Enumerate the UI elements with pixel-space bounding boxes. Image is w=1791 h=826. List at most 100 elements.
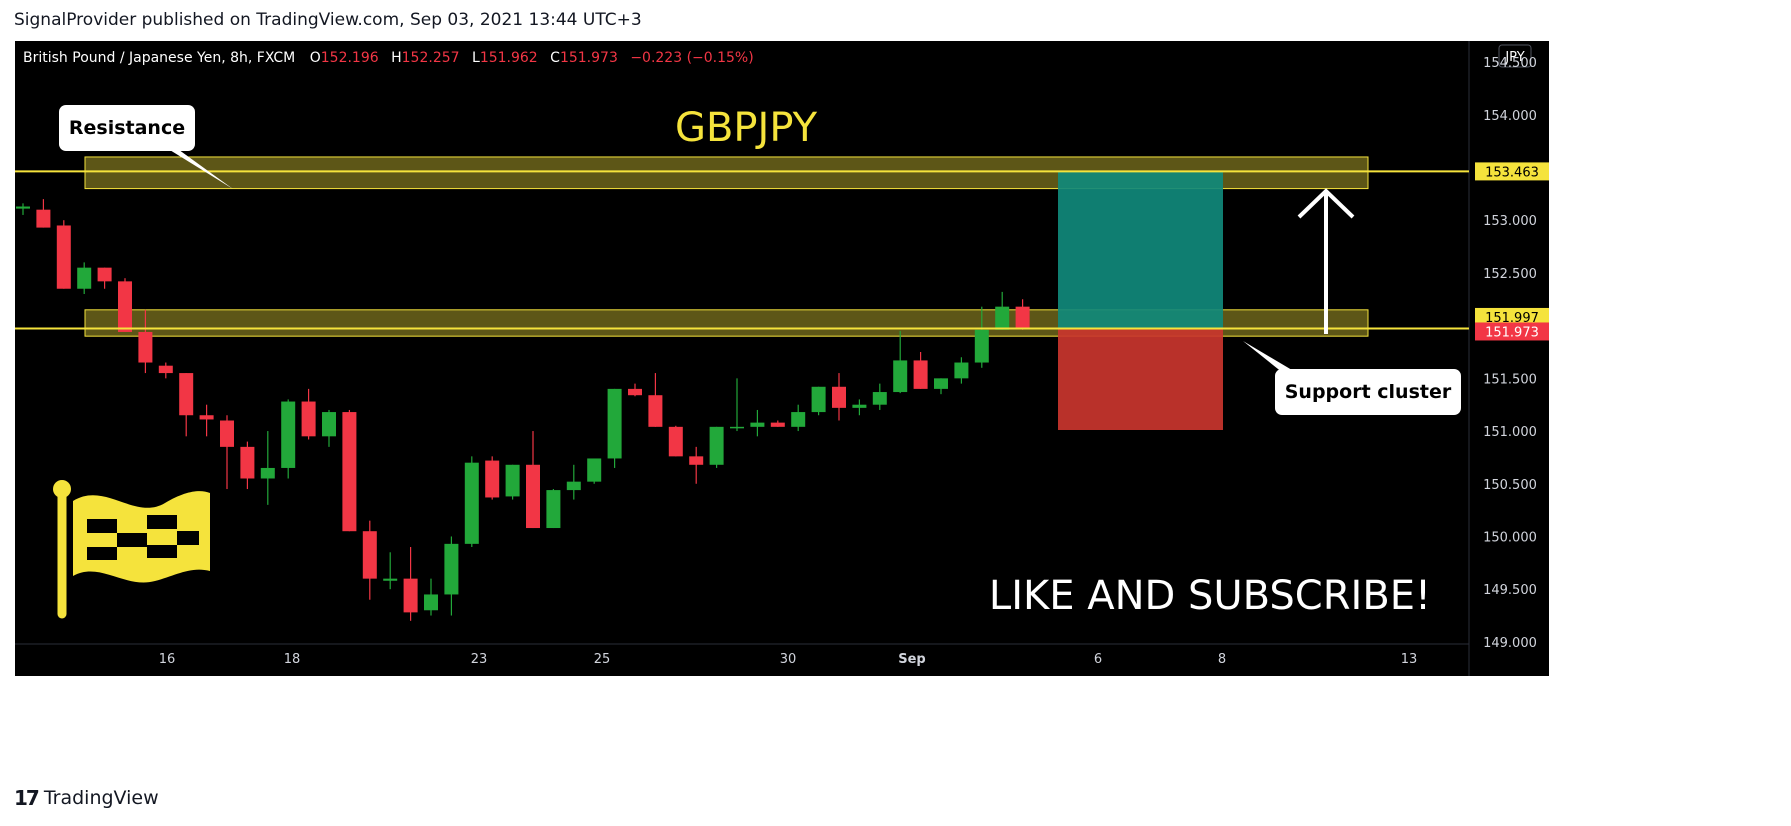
target-arrow bbox=[1297, 188, 1355, 334]
x-tick-label: 8 bbox=[1218, 652, 1226, 667]
candle-body bbox=[566, 481, 581, 491]
candle bbox=[322, 409, 336, 447]
resistance-label: Resistance bbox=[69, 117, 185, 139]
candle-body bbox=[403, 578, 418, 613]
candle-body bbox=[220, 420, 234, 447]
y-tick-label: 149.500 bbox=[1483, 583, 1537, 598]
x-tick-label: 13 bbox=[1401, 652, 1418, 667]
candle bbox=[566, 464, 581, 500]
y-tick-label: 150.500 bbox=[1483, 478, 1537, 493]
support-callout-pointer bbox=[1243, 341, 1297, 373]
candle bbox=[893, 330, 908, 394]
x-tick-label: Sep bbox=[898, 652, 926, 667]
candle bbox=[832, 373, 846, 421]
candle-body bbox=[668, 426, 683, 457]
candle-body bbox=[770, 422, 785, 427]
candle bbox=[403, 547, 418, 621]
price-label-text: 153.463 bbox=[1485, 165, 1539, 180]
candle bbox=[505, 464, 520, 500]
gbpjpy-chart[interactable]: British Pound / Japanese Yen, 8h, FXCM O… bbox=[15, 41, 1549, 676]
candle bbox=[913, 351, 928, 389]
candle-body bbox=[954, 362, 969, 379]
candle-body bbox=[689, 456, 704, 465]
support-callout: Support cluster bbox=[1243, 341, 1461, 415]
candle-body bbox=[648, 395, 663, 427]
tradingview-footer: 17 TradingView bbox=[14, 786, 159, 810]
y-tick-label: 154.000 bbox=[1483, 109, 1537, 124]
y-tick-label: 152.500 bbox=[1483, 267, 1537, 282]
high-label: H bbox=[391, 50, 402, 66]
position-layer bbox=[1058, 171, 1223, 430]
candle bbox=[852, 399, 867, 416]
candle bbox=[709, 426, 724, 468]
candle bbox=[16, 203, 30, 215]
candle-body bbox=[56, 225, 71, 289]
price-label: 151.997 bbox=[1475, 307, 1549, 326]
candle bbox=[648, 373, 663, 427]
candle bbox=[444, 536, 459, 616]
cta-text: LIKE AND SUBSCRIBE! bbox=[989, 573, 1431, 619]
candle bbox=[220, 415, 234, 490]
candle bbox=[179, 373, 194, 437]
price-label: 151.973 bbox=[1475, 322, 1549, 341]
candle bbox=[607, 388, 622, 468]
candle-body bbox=[913, 360, 928, 389]
candle-body bbox=[464, 462, 479, 544]
candle-body bbox=[893, 360, 908, 393]
candles-layer bbox=[16, 199, 1030, 621]
chart-background bbox=[15, 41, 1549, 676]
candle bbox=[995, 291, 1010, 330]
candle bbox=[872, 383, 887, 410]
candle bbox=[750, 409, 765, 437]
support-callout-box bbox=[1275, 369, 1461, 415]
candle-body bbox=[383, 578, 398, 581]
x-tick-label: 16 bbox=[159, 652, 176, 667]
candle bbox=[934, 378, 948, 395]
y-tick-label: 150.000 bbox=[1483, 530, 1537, 545]
candle bbox=[301, 388, 316, 440]
zones-layer bbox=[84, 156, 1369, 337]
candle-body bbox=[1015, 306, 1030, 328]
target-arrow-head bbox=[1297, 188, 1355, 219]
currency-badge[interactable]: JPY bbox=[1498, 44, 1532, 68]
resistance-callout-box bbox=[59, 105, 195, 151]
tradingview-logo-text: TradingView bbox=[43, 787, 159, 809]
candle bbox=[36, 199, 51, 228]
candle bbox=[199, 404, 214, 437]
candle-body bbox=[730, 426, 744, 429]
candle bbox=[260, 431, 275, 505]
candle-body bbox=[16, 206, 30, 209]
low-value: 151.962 bbox=[480, 50, 538, 66]
candle-body bbox=[322, 412, 336, 437]
candle-body bbox=[281, 401, 296, 468]
candle bbox=[668, 425, 683, 457]
open-value: 152.196 bbox=[321, 50, 379, 66]
price-label: 153.463 bbox=[1475, 162, 1549, 181]
candle bbox=[770, 420, 785, 427]
candle bbox=[342, 409, 357, 532]
candle bbox=[730, 378, 744, 432]
candle bbox=[628, 383, 642, 397]
x-tick-label: 25 bbox=[594, 652, 611, 667]
candle bbox=[485, 456, 500, 500]
time-axis[interactable]: 16 18 23 25 30 Sep 6 8 13 bbox=[159, 652, 1418, 667]
candle bbox=[97, 267, 112, 289]
candle bbox=[240, 441, 255, 490]
candle-body bbox=[158, 365, 173, 374]
price-label-text: 151.973 bbox=[1485, 325, 1539, 340]
candle-body bbox=[424, 594, 438, 611]
candle bbox=[362, 520, 377, 600]
currency-badge-text: JPY bbox=[1504, 50, 1524, 65]
candle bbox=[689, 446, 704, 484]
candle-body bbox=[362, 531, 377, 579]
candle bbox=[56, 220, 71, 289]
candle-body bbox=[791, 412, 806, 427]
candle-body bbox=[607, 388, 622, 459]
close-label: C bbox=[550, 50, 560, 66]
x-tick-label: 18 bbox=[284, 652, 301, 667]
candle-body bbox=[974, 329, 989, 363]
candle-body bbox=[852, 404, 867, 408]
candle-body bbox=[444, 543, 459, 595]
y-tick-label: 153.000 bbox=[1483, 214, 1537, 229]
